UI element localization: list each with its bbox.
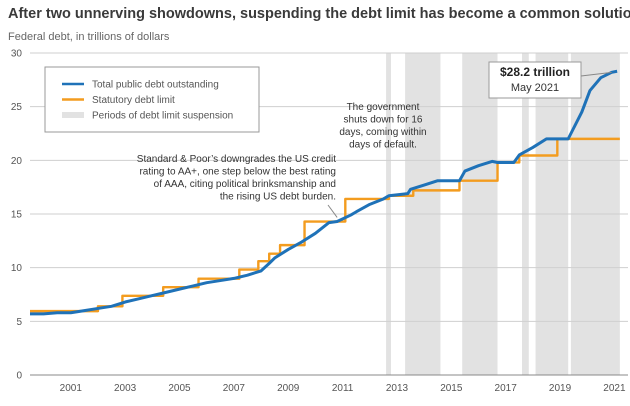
y-tick-label: 10 [11, 263, 23, 274]
x-tick-label: 2019 [549, 383, 572, 394]
x-tick-labels: 2001 2003 2005 2007 2009 2011 2013 2015 2017 2019… [60, 383, 626, 394]
callout-date: May 2021 [511, 82, 559, 94]
x-tick-label: 2003 [114, 383, 137, 394]
legend: Total public debt outstanding Statutory d… [44, 66, 260, 133]
annotation-shutdown-line: days of default. [349, 140, 417, 151]
x-tick-label: 2001 [60, 383, 83, 394]
annotation-shutdown-line: days, coming within [339, 127, 426, 138]
chart-title: After two unnerving showdowns, suspendin… [8, 6, 630, 22]
x-tick-label: 2005 [168, 383, 191, 394]
series-layer [30, 69, 620, 316]
legend-label: Periods of debt limit suspension [92, 111, 233, 122]
annotation-sp-downgrade-line: rating to AA+, one step below the best r… [139, 167, 336, 178]
annotation-layer: Standard & Poor’s downgrades the US cred… [137, 102, 427, 218]
chart-subtitle: Federal debt, in trillions of dollars [8, 31, 170, 43]
callout-value: $28.2 trillion [500, 65, 570, 79]
x-tick-label: 2021 [603, 383, 626, 394]
x-tick-label: 2017 [495, 383, 518, 394]
annotation-sp-downgrade-line: Standard & Poor’s downgrades the US cred… [137, 154, 336, 165]
y-tick-label: 25 [11, 102, 23, 113]
annotation-sp-downgrade-line: the rising US debt burden. [220, 192, 336, 203]
x-tick-label: 2011 [332, 383, 354, 394]
y-tick-labels: 0 5 10 15 20 25 30 [11, 49, 23, 382]
x-tick-label: 2007 [223, 383, 246, 394]
y-tick-label: 20 [11, 156, 23, 167]
legend-label: Total public debt outstanding [92, 80, 219, 91]
y-tick-label: 0 [16, 371, 22, 382]
y-tick-label: 15 [11, 210, 23, 221]
annotation-shutdown-line: The government [347, 102, 420, 113]
y-tick-label: 5 [16, 317, 22, 328]
callout: $28.2 trillion May 2021 [488, 61, 612, 99]
y-tick-label: 30 [11, 49, 23, 60]
legend-label: Statutory debt limit [92, 95, 175, 106]
callout-leader [580, 71, 612, 77]
x-tick-label: 2013 [386, 383, 409, 394]
annotation-sp-leader [327, 204, 338, 218]
annotation-shutdown-line: shuts down for 16 [344, 115, 423, 126]
public-debt-line [30, 69, 618, 316]
x-tick-label: 2009 [277, 383, 300, 394]
x-tick-label: 2015 [440, 383, 463, 394]
annotation-sp-downgrade-line: of AAA, citing political brinksmanship a… [154, 179, 336, 190]
callout-box [488, 61, 582, 99]
